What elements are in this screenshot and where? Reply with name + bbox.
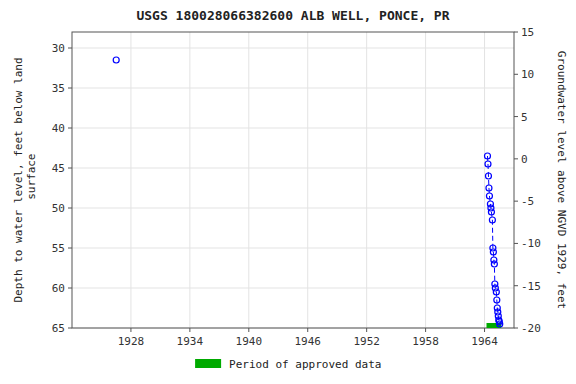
y2-tick [514,201,518,202]
grid [72,32,514,328]
x-grid-line [366,32,367,328]
x-tick-label: 1952 [353,335,380,348]
y-grid-line [72,208,514,209]
y-grid-line [72,168,514,169]
x-grid-line [425,32,426,328]
y-tick-label: 50 [52,202,65,215]
data-point [489,217,495,223]
y-tick [68,128,72,129]
x-tick-label: 1934 [177,335,204,348]
x-grid-line [189,32,190,328]
y2-tick [514,285,518,286]
background [0,0,576,384]
x-tick [366,328,367,332]
x-tick [484,328,485,332]
data-point [486,193,492,199]
data-point [486,185,492,191]
y2-tick [514,243,518,244]
y-tick [68,288,72,289]
y-tick [68,48,72,49]
x-tick [189,328,190,332]
y-tick-label: 30 [52,42,65,55]
y2-tick-label: -10 [521,237,541,250]
plot-frame [72,32,514,328]
y-tick-label: 60 [52,282,65,295]
data-point [492,285,498,291]
y2-tick-label: -5 [521,195,534,208]
data-point [491,261,497,267]
y-grid-line [72,48,514,49]
series-line [487,156,499,324]
y2-tick [514,32,518,33]
y-tick-label: 40 [52,122,65,135]
data-point [490,249,496,255]
x-tick-label: 1964 [471,335,498,348]
y-tick-label: 45 [52,162,65,175]
y-tick [68,328,72,329]
y-axis-label-line: surface [25,154,38,207]
x-tick-label: 1940 [236,335,263,348]
x-tick-label: 1946 [294,335,321,348]
x-tick-label: 1928 [118,335,145,348]
y2-tick [514,116,518,117]
y2-tick-label: 15 [521,26,534,39]
y-grid-line [72,288,514,289]
y2-tick-label: 10 [521,68,534,81]
y2-tick-label: -15 [521,280,541,293]
data-point [488,209,494,215]
x-tick [307,328,308,332]
y-tick-label: 65 [52,322,65,335]
y2-tick [514,158,518,159]
y-axis-label-line: Depth to water level, feet below land [12,57,25,302]
y-grid-line [72,128,514,129]
data-point [485,161,491,167]
x-tick [130,328,131,332]
y2-tick-label: 0 [521,153,528,166]
y-tick [68,88,72,89]
title: USGS 180028066382600 ALB WELL, PONCE, PR [136,8,449,23]
legend: Period of approved data [195,358,381,371]
legend-swatch [195,359,221,368]
y2-tick [514,74,518,75]
y2-tick-label: 5 [521,111,528,124]
y2-tick [514,328,518,329]
data-point [113,57,119,63]
data-point [493,289,499,295]
y-axis-label: Depth to water level, feet below land su… [12,57,38,302]
x-grid-line [130,32,131,328]
y-tick [68,208,72,209]
y2-axis-label: Groundwater level above NGVD 1929, feet [555,51,568,309]
y-tick [68,168,72,169]
y2-tick-label: -20 [521,322,541,335]
y-grid-line [72,248,514,249]
x-tick [425,328,426,332]
y-tick-label: 55 [52,242,65,255]
y-grid-line [72,88,514,89]
data-layer [113,57,503,328]
x-tick-label: 1958 [412,335,439,348]
x-grid-line [248,32,249,328]
x-grid-line [307,32,308,328]
data-point [494,297,500,303]
legend-label: Period of approved data [229,358,381,371]
data-point [497,321,503,327]
x-grid-line [484,32,485,328]
data-point [484,153,490,159]
x-tick [248,328,249,332]
data-point [485,173,491,179]
y-tick-label: 35 [52,82,65,95]
chart: 1928193419401946195219581964303540455055… [0,0,576,384]
y-tick [68,248,72,249]
